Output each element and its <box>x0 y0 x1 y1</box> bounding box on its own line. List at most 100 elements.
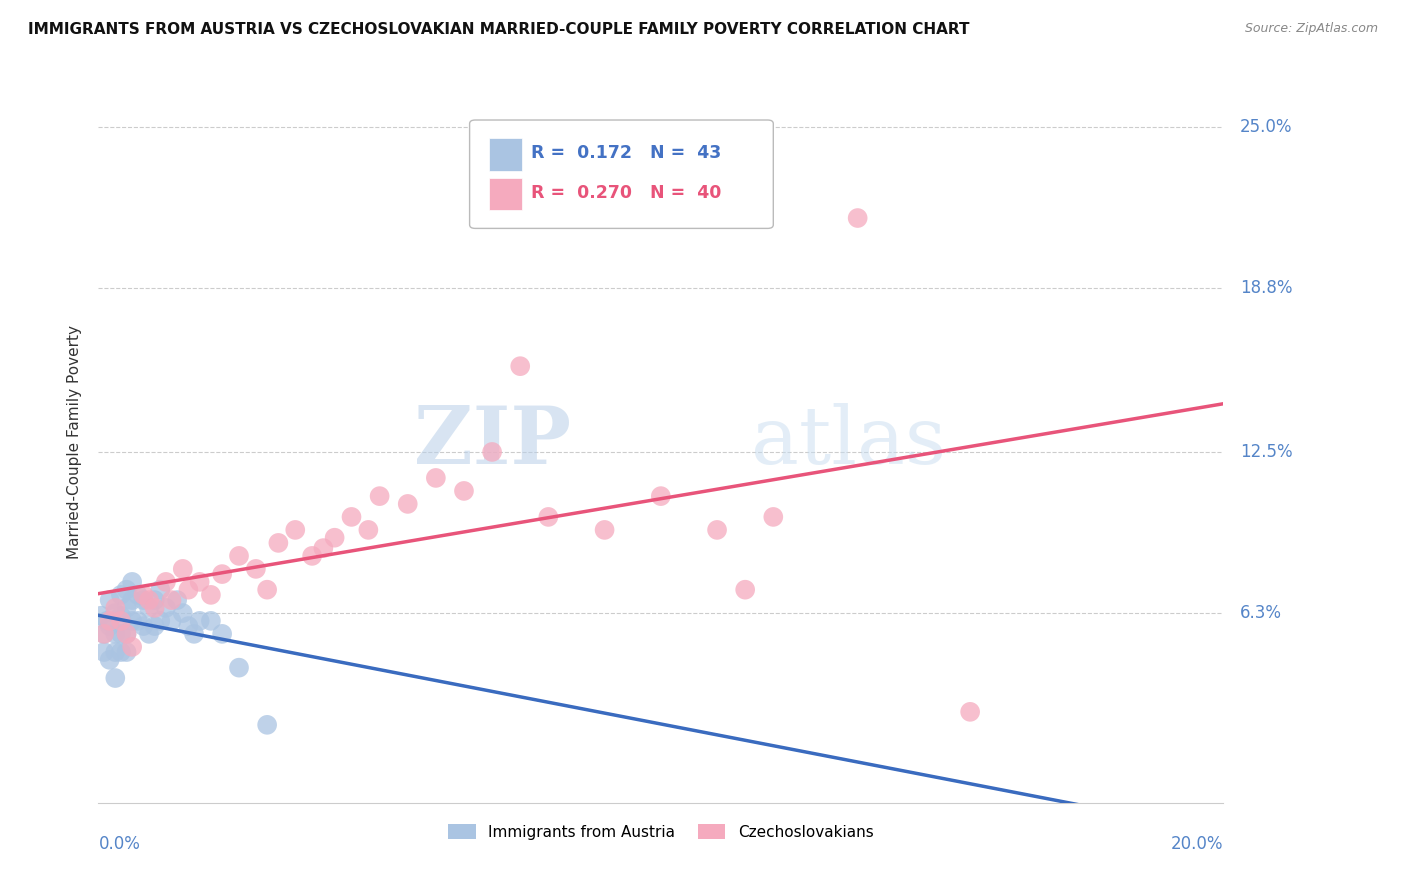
Point <box>267 536 290 550</box>
Point <box>177 619 200 633</box>
Point <box>368 489 391 503</box>
Point <box>211 627 233 641</box>
Text: R =  0.172   N =  43: R = 0.172 N = 43 <box>531 145 721 162</box>
FancyBboxPatch shape <box>470 120 773 228</box>
Text: 18.8%: 18.8% <box>1240 279 1292 297</box>
Point <box>93 627 115 641</box>
Point <box>149 614 172 628</box>
Text: 20.0%: 20.0% <box>1171 835 1223 854</box>
Point <box>762 509 785 524</box>
Point <box>127 588 149 602</box>
Point <box>96 614 118 628</box>
Point <box>160 593 183 607</box>
Point <box>340 509 363 524</box>
Point <box>121 640 143 654</box>
Point <box>121 574 143 589</box>
Point <box>425 471 447 485</box>
Point <box>143 619 166 633</box>
Point <box>138 600 160 615</box>
Point <box>706 523 728 537</box>
Point <box>323 531 346 545</box>
Point <box>104 600 127 615</box>
Point <box>166 593 188 607</box>
Text: ZIP: ZIP <box>413 402 571 481</box>
Point <box>132 619 155 633</box>
Point <box>846 211 869 225</box>
Point <box>650 489 672 503</box>
Point <box>200 588 222 602</box>
Point <box>200 614 222 628</box>
Text: atlas: atlas <box>751 402 946 481</box>
Point <box>481 445 503 459</box>
Legend: Immigrants from Austria, Czechoslovakians: Immigrants from Austria, Czechoslovakian… <box>441 818 880 846</box>
Point <box>115 627 138 641</box>
Point <box>509 359 531 374</box>
Text: 6.3%: 6.3% <box>1240 604 1282 622</box>
Point <box>138 627 160 641</box>
Point <box>172 562 194 576</box>
Text: 25.0%: 25.0% <box>1240 118 1292 136</box>
Point <box>959 705 981 719</box>
Point <box>104 627 127 641</box>
Point <box>110 608 132 623</box>
Point <box>132 593 155 607</box>
Point <box>127 614 149 628</box>
Point <box>143 593 166 607</box>
Point <box>93 627 115 641</box>
Point <box>115 627 138 641</box>
Text: 12.5%: 12.5% <box>1240 443 1292 461</box>
Point <box>104 645 127 659</box>
Text: IMMIGRANTS FROM AUSTRIA VS CZECHOSLOVAKIAN MARRIED-COUPLE FAMILY POVERTY CORRELA: IMMIGRANTS FROM AUSTRIA VS CZECHOSLOVAKI… <box>28 22 970 37</box>
Bar <box>489 178 523 211</box>
Point <box>121 614 143 628</box>
Point <box>396 497 419 511</box>
Point <box>593 523 616 537</box>
Point <box>110 614 132 628</box>
Point <box>110 588 132 602</box>
Point <box>301 549 323 563</box>
Point <box>453 483 475 498</box>
Point <box>115 582 138 597</box>
Point <box>104 606 127 620</box>
Point <box>138 593 160 607</box>
Point <box>98 619 121 633</box>
Bar <box>489 138 523 170</box>
Point <box>155 600 177 615</box>
Point <box>284 523 307 537</box>
Point <box>160 614 183 628</box>
Point <box>734 582 756 597</box>
Y-axis label: Married-Couple Family Poverty: Married-Couple Family Poverty <box>67 325 83 558</box>
Point <box>98 614 121 628</box>
Point <box>256 718 278 732</box>
Point <box>98 593 121 607</box>
Point <box>245 562 267 576</box>
Point <box>228 660 250 674</box>
Point <box>183 627 205 641</box>
Text: R =  0.270   N =  40: R = 0.270 N = 40 <box>531 184 721 202</box>
Point <box>115 645 138 659</box>
Point <box>110 627 132 641</box>
Point <box>537 509 560 524</box>
Text: 0.0%: 0.0% <box>98 835 141 854</box>
Point <box>256 582 278 597</box>
Point <box>155 574 177 589</box>
Text: Source: ZipAtlas.com: Source: ZipAtlas.com <box>1244 22 1378 36</box>
Point <box>172 606 194 620</box>
Point <box>110 645 132 659</box>
Point <box>228 549 250 563</box>
Point <box>188 574 211 589</box>
Point <box>121 593 143 607</box>
Point <box>177 582 200 597</box>
Point <box>132 588 155 602</box>
Point <box>93 645 115 659</box>
Point <box>115 600 138 615</box>
Point <box>104 671 127 685</box>
Point <box>149 582 172 597</box>
Point <box>357 523 380 537</box>
Point <box>312 541 335 555</box>
Point <box>188 614 211 628</box>
Point <box>98 653 121 667</box>
Point <box>90 608 112 623</box>
Point <box>143 600 166 615</box>
Point <box>211 567 233 582</box>
